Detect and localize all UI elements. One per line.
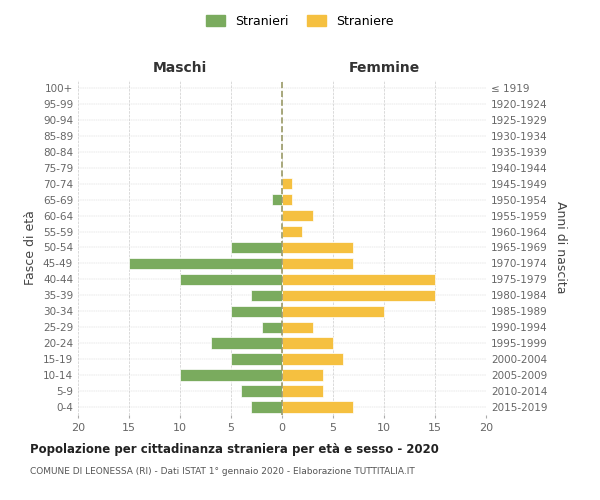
Legend: Stranieri, Straniere: Stranieri, Straniere [203,11,397,32]
Text: Femmine: Femmine [349,61,419,75]
Bar [282,386,323,397]
Bar [282,258,353,269]
Y-axis label: Anni di nascita: Anni di nascita [554,201,567,294]
Bar [129,258,282,269]
Bar [282,194,292,205]
Bar [282,290,435,301]
Bar [282,354,343,365]
Bar [180,274,282,285]
Bar [282,210,313,222]
Text: Popolazione per cittadinanza straniera per età e sesso - 2020: Popolazione per cittadinanza straniera p… [30,442,439,456]
Bar [251,402,282,413]
Bar [282,322,313,333]
Bar [180,370,282,381]
Bar [282,178,292,190]
Text: Maschi: Maschi [153,61,207,75]
Bar [272,194,282,205]
Text: COMUNE DI LEONESSA (RI) - Dati ISTAT 1° gennaio 2020 - Elaborazione TUTTITALIA.I: COMUNE DI LEONESSA (RI) - Dati ISTAT 1° … [30,468,415,476]
Bar [231,242,282,253]
Bar [231,354,282,365]
Bar [282,370,323,381]
Bar [211,338,282,349]
Bar [262,322,282,333]
Y-axis label: Fasce di età: Fasce di età [25,210,37,285]
Bar [282,226,302,237]
Bar [231,306,282,317]
Bar [241,386,282,397]
Bar [251,290,282,301]
Bar [282,274,435,285]
Bar [282,306,384,317]
Bar [282,338,333,349]
Bar [282,242,353,253]
Bar [282,402,353,413]
